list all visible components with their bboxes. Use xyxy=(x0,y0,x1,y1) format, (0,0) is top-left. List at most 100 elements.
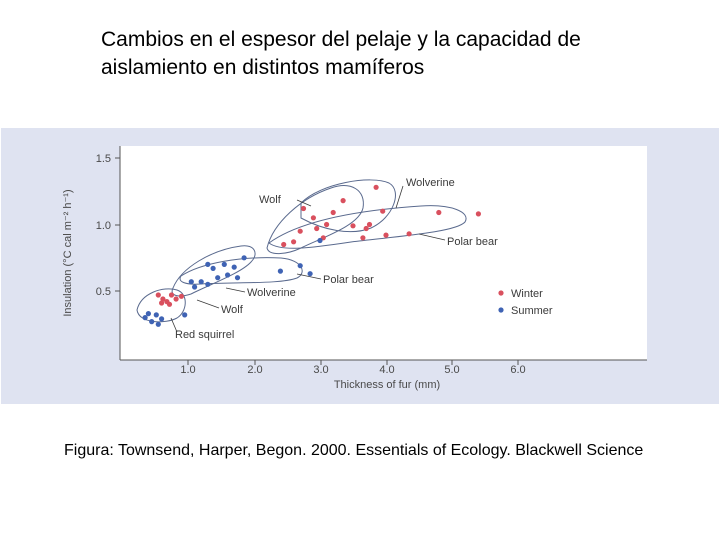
y-tick-label: 1.0 xyxy=(96,220,111,232)
annotation-red-squirrel: Red squirrel xyxy=(175,329,234,341)
data-point-summer xyxy=(155,321,161,327)
x-tick-5: 5.0 xyxy=(444,360,460,376)
data-point-winter xyxy=(406,231,412,237)
x-tick-label: 5.0 xyxy=(444,364,459,376)
x-axis-title: Thickness of fur (mm) xyxy=(334,379,440,391)
y-axis-title: Insulation (°C cal m⁻² h⁻¹) xyxy=(62,189,74,316)
data-point-winter xyxy=(173,296,179,302)
data-point-summer xyxy=(297,263,303,269)
leader-wolverine-summer xyxy=(225,287,246,293)
leader-wolf-summer xyxy=(196,299,220,309)
data-point-summer xyxy=(149,319,155,325)
data-point-summer xyxy=(221,261,227,267)
data-point-summer xyxy=(159,316,165,322)
x-tick-2: 2.0 xyxy=(247,360,263,376)
slide-title: Cambios en el espesor del pelaje y la ca… xyxy=(101,28,581,79)
legend-marker-summer xyxy=(498,307,504,313)
data-point-winter xyxy=(160,296,166,302)
data-point-summer xyxy=(317,237,323,244)
leader-wolverine-winter xyxy=(395,185,404,209)
x-tick-3: 3.0 xyxy=(313,360,329,376)
data-point-winter xyxy=(159,300,165,306)
y-tick-0-5: 0.5 xyxy=(96,286,120,298)
data-point-winter xyxy=(330,209,336,216)
data-point-summer xyxy=(234,275,241,281)
legend-label-winter: Winter xyxy=(511,288,543,300)
data-point-winter xyxy=(340,198,346,204)
annotation-wolverine-summer: Wolverine xyxy=(247,287,296,299)
leader-lines xyxy=(170,185,446,333)
data-point-winter xyxy=(166,301,173,307)
data-point-summer xyxy=(241,255,247,261)
annotation-polarbear-winter: Polar bear xyxy=(447,236,498,248)
data-point-winter xyxy=(281,241,287,248)
annotation-polarbear-summer: Polar bear xyxy=(323,274,374,286)
data-point-summer xyxy=(198,279,204,285)
y-tick-1-0: 1.0 xyxy=(96,220,120,232)
outline-wolverine-winter xyxy=(300,179,396,233)
outline-wolf-winter xyxy=(266,185,364,255)
x-axis-ticks: 1.0 2.0 3.0 4.0 5.0 6.0 xyxy=(180,360,526,376)
outline-polarbear-winter xyxy=(268,205,467,249)
data-point-summer xyxy=(205,261,211,267)
data-point-winter xyxy=(360,235,366,241)
y-tick-label: 1.5 xyxy=(96,153,111,165)
legend-label-summer: Summer xyxy=(511,305,553,317)
figure-panel: 0.5 1.0 1.5 1.0 2.0 3.0 4.0 5.0 6.0 Thic… xyxy=(1,128,719,404)
data-point-winter xyxy=(297,228,303,234)
data-point-summer xyxy=(188,279,194,285)
scatter-chart: 0.5 1.0 1.5 1.0 2.0 3.0 4.0 5.0 6.0 Thic… xyxy=(62,146,647,391)
y-axis-ticks: 0.5 1.0 1.5 xyxy=(96,153,120,298)
data-point-winter xyxy=(380,208,386,214)
legend-marker-winter xyxy=(498,290,504,296)
annotation-wolf-winter: Wolf xyxy=(259,194,282,206)
data-point-winter xyxy=(300,205,307,212)
data-point-winter xyxy=(373,184,379,190)
data-point-summer xyxy=(142,315,148,321)
data-point-winter xyxy=(436,209,442,216)
data-point-winter xyxy=(155,292,161,298)
annotation-wolverine-winter: Wolverine xyxy=(406,177,455,189)
leader-polarbear-summer xyxy=(296,273,322,280)
data-point-summer xyxy=(215,275,221,281)
x-tick-label: 1.0 xyxy=(180,364,195,376)
data-point-summer xyxy=(277,268,283,274)
figure-caption: Figura: Townsend, Harper, Begon. 2000. E… xyxy=(64,442,644,459)
data-point-summer xyxy=(145,311,151,317)
data-point-winter xyxy=(383,232,389,238)
x-tick-1: 1.0 xyxy=(180,360,196,376)
y-tick-label: 0.5 xyxy=(96,286,111,298)
data-point-summer xyxy=(225,272,231,278)
leader-polarbear-winter xyxy=(418,233,446,241)
leader-wolf-winter xyxy=(296,199,312,207)
group-outlines xyxy=(136,179,467,323)
data-point-winter xyxy=(291,239,297,245)
x-tick-6: 6.0 xyxy=(510,360,526,376)
data-points xyxy=(142,184,481,327)
plot-area xyxy=(120,146,647,360)
x-tick-label: 6.0 xyxy=(510,364,525,376)
outline-polarbear-summer xyxy=(179,257,303,285)
x-tick-label: 2.0 xyxy=(247,364,262,376)
data-point-winter xyxy=(178,293,184,299)
data-point-summer xyxy=(205,281,211,287)
data-point-summer xyxy=(182,312,188,318)
y-tick-1-5: 1.5 xyxy=(96,153,120,165)
data-point-winter xyxy=(350,223,356,229)
data-point-summer xyxy=(307,271,313,277)
data-point-summer xyxy=(153,312,159,318)
annotation-wolf-summer: Wolf xyxy=(221,304,244,316)
data-point-summer xyxy=(210,265,216,271)
x-tick-4: 4.0 xyxy=(379,360,395,376)
data-point-winter xyxy=(314,225,320,232)
legend: Winter Summer xyxy=(498,288,553,317)
data-point-winter xyxy=(310,215,316,221)
data-point-winter xyxy=(366,221,373,228)
leader-redsquirrel xyxy=(170,317,178,333)
data-point-winter xyxy=(324,221,330,228)
data-point-winter xyxy=(475,211,481,217)
data-point-summer xyxy=(231,264,237,270)
x-tick-label: 4.0 xyxy=(379,364,394,376)
data-point-summer xyxy=(192,284,198,290)
x-tick-label: 3.0 xyxy=(313,364,328,376)
